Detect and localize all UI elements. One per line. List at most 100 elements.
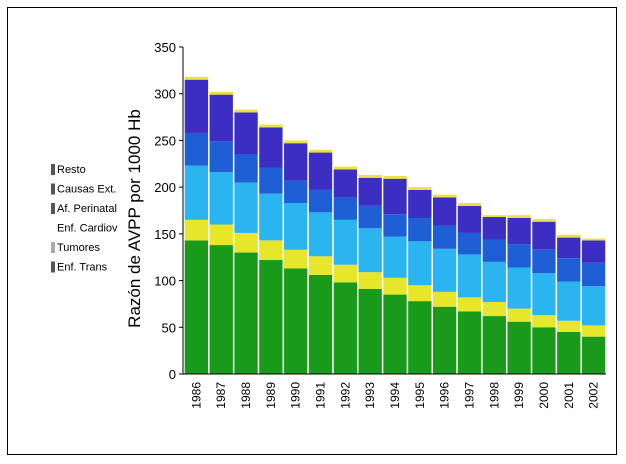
x-tick-label-1986: 1986	[189, 382, 203, 409]
segment-1989-3	[259, 167, 283, 194]
segment-1997-4	[457, 205, 482, 233]
y-axis-title: Razón de AVPP por 1000 Hb	[125, 109, 144, 328]
segment-1990-5	[284, 140, 308, 144]
segment-1993-3	[358, 205, 382, 229]
segment-1998-2	[482, 261, 506, 303]
segment-1994-4	[383, 178, 407, 215]
legend-label-2: Af. Perinatal	[57, 203, 117, 215]
segment-1988-1	[234, 232, 258, 253]
y-tick-label-300: 300	[154, 87, 176, 102]
segment-1991-3	[308, 189, 333, 213]
segment-1989-1	[259, 240, 283, 261]
segment-1991-2	[308, 212, 333, 257]
x-tick-label-1989: 1989	[264, 382, 278, 409]
segment-2000-4	[532, 221, 556, 250]
segment-1998-5	[482, 215, 506, 218]
legend-swatch-5	[51, 261, 55, 273]
segment-2001-3	[557, 258, 581, 282]
segment-1995-3	[408, 217, 432, 242]
segment-1992-1	[333, 264, 358, 283]
segment-1994-3	[383, 214, 407, 237]
x-tick-label-2001: 2001	[562, 382, 576, 409]
segment-1999-4	[507, 217, 531, 245]
segment-2002-3	[581, 262, 606, 287]
segment-2000-5	[532, 218, 556, 222]
segment-1999-5	[507, 215, 531, 218]
y-tick-label-0: 0	[169, 367, 176, 382]
segment-2001-4	[557, 237, 581, 259]
segment-1997-0	[457, 311, 482, 374]
segment-1994-5	[383, 175, 407, 179]
legend-label-1: Causas Ext.	[57, 184, 116, 196]
segment-1995-2	[408, 241, 432, 286]
segment-1990-1	[284, 249, 308, 269]
segment-1993-5	[358, 175, 382, 178]
y-tick-label-200: 200	[154, 180, 176, 195]
segment-1993-4	[358, 177, 382, 206]
segment-1988-0	[234, 252, 258, 374]
x-tick-label-2000: 2000	[537, 382, 551, 409]
y-tick-label-150: 150	[154, 227, 176, 242]
segment-1990-2	[284, 203, 308, 250]
segment-2002-0	[581, 336, 606, 374]
segment-1987-5	[209, 91, 233, 95]
legend-label-5: Enf. Trans	[57, 262, 108, 274]
segment-1998-4	[482, 217, 506, 240]
segment-1999-2	[507, 267, 531, 309]
segment-1993-2	[358, 228, 382, 273]
segment-2001-0	[557, 331, 581, 374]
segment-1994-1	[383, 277, 407, 295]
x-tick-label-1990: 1990	[289, 382, 303, 409]
legend-swatch-2	[51, 203, 55, 214]
segment-2002-5	[581, 238, 606, 241]
segment-2000-2	[532, 273, 556, 316]
segment-1998-0	[482, 316, 506, 374]
segment-1996-4	[432, 197, 457, 226]
segment-1995-5	[408, 187, 432, 190]
segment-1987-3	[209, 141, 233, 173]
segment-1991-0	[308, 274, 333, 374]
segment-1994-0	[383, 294, 407, 374]
segment-1986-5	[184, 76, 209, 80]
plot-area	[184, 76, 606, 374]
x-tick-label-1992: 1992	[338, 382, 352, 409]
y-axis: 0 50 100 150 200 250 300 350	[154, 40, 184, 382]
segment-2002-4	[581, 240, 606, 263]
segment-1995-4	[408, 189, 432, 218]
segment-1989-0	[259, 260, 283, 374]
segment-1996-2	[432, 248, 457, 292]
segment-1997-1	[457, 297, 482, 312]
segment-1996-3	[432, 225, 457, 249]
segment-1988-4	[234, 112, 258, 155]
legend-label-0: Resto	[57, 164, 86, 176]
segment-1990-4	[284, 143, 308, 181]
legend-label-4: Tumores	[57, 242, 100, 254]
x-axis: 1986 1987 1988 1989 1990 1991 1992 1993 1994 1995…	[183, 373, 606, 409]
segment-1992-3	[333, 197, 358, 220]
chart-frame: 0 50 100 150 200 250 300 350 1986 1987 1988 1989 19…	[7, 7, 617, 455]
segment-2001-5	[557, 234, 581, 238]
x-tick-label-1996: 1996	[438, 382, 452, 409]
segment-2000-0	[532, 327, 556, 374]
segment-1995-0	[408, 301, 432, 374]
x-tick-label-1994: 1994	[388, 382, 402, 409]
segment-1991-1	[308, 256, 333, 275]
legend: Resto Causas Ext. Af. Perinatal Enf. Cardio…	[51, 164, 118, 274]
segment-1992-2	[333, 219, 358, 265]
segment-1993-0	[358, 288, 382, 374]
segment-1987-4	[209, 94, 233, 142]
segment-1986-1	[184, 219, 209, 241]
legend-label-3: Enf. Cardiov	[57, 223, 118, 235]
segment-1988-5	[234, 109, 258, 113]
segment-1992-5	[333, 166, 358, 170]
segment-1991-4	[308, 152, 333, 190]
x-tick-label-1995: 1995	[413, 382, 427, 409]
segment-1988-3	[234, 154, 258, 183]
x-tick-label-1991: 1991	[314, 382, 328, 409]
segment-1988-2	[234, 182, 258, 233]
segment-1999-1	[507, 308, 531, 322]
segment-1992-0	[333, 282, 358, 374]
y-tick-label-250: 250	[154, 133, 176, 148]
legend-swatch-1	[51, 183, 55, 195]
